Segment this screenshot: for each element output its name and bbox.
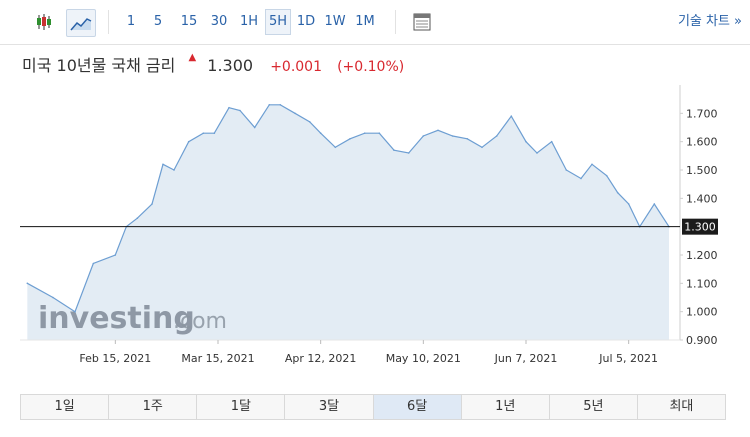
y-tick-label: 1.500 bbox=[686, 164, 718, 177]
instrument-title: 미국 10년물 국채 금리 bbox=[22, 56, 176, 75]
interval-button-1[interactable]: 1 bbox=[126, 14, 136, 29]
interval-button-5h[interactable]: 5H bbox=[265, 9, 291, 35]
data-point bbox=[228, 106, 230, 109]
range-button-2[interactable]: 1달 bbox=[197, 395, 286, 419]
data-point bbox=[202, 132, 205, 134]
range-button-0[interactable]: 1일 bbox=[21, 395, 110, 419]
data-point bbox=[268, 104, 271, 106]
data-point bbox=[422, 135, 425, 137]
data-point bbox=[550, 140, 553, 143]
data-table-icon[interactable] bbox=[408, 9, 436, 35]
last-price: 1.300 bbox=[207, 56, 254, 75]
data-point bbox=[308, 121, 311, 123]
data-point bbox=[627, 203, 630, 205]
data-point bbox=[616, 191, 619, 194]
data-point bbox=[173, 169, 175, 171]
toolbar-divider bbox=[108, 10, 109, 34]
chart-svg: investing.com 1.300 1.700 1.600 1.500 1.400… bbox=[20, 85, 718, 365]
y-tick-label: 1.700 bbox=[686, 107, 718, 120]
interval-button-1w[interactable]: 1W bbox=[324, 14, 346, 29]
watermark-suffix: .com bbox=[173, 309, 227, 334]
x-tick-label: May 10, 2021 bbox=[386, 352, 461, 365]
data-point bbox=[363, 132, 366, 134]
data-point bbox=[294, 112, 296, 115]
x-tick-label: Feb 15, 2021 bbox=[79, 352, 151, 365]
price-line bbox=[27, 104, 670, 313]
data-point bbox=[279, 104, 282, 106]
data-point bbox=[187, 140, 190, 143]
data-point bbox=[466, 138, 469, 140]
current-value-box bbox=[682, 218, 718, 235]
range-button-3[interactable]: 3달 bbox=[285, 395, 374, 419]
data-point bbox=[136, 217, 139, 219]
toolbar-divider bbox=[395, 10, 396, 34]
data-point bbox=[349, 138, 351, 140]
data-point bbox=[162, 163, 164, 166]
data-point bbox=[319, 132, 322, 134]
range-button-7[interactable]: 최대 bbox=[637, 395, 725, 419]
area-chart-icon[interactable] bbox=[66, 9, 96, 37]
data-point bbox=[451, 135, 454, 137]
data-point bbox=[510, 115, 513, 117]
interval-button-5[interactable]: 5 bbox=[153, 14, 163, 29]
x-tick-label: Mar 15, 2021 bbox=[181, 352, 254, 365]
time-range-bar: 1일 1주 1달 3달 6달 1년 5년 최대 bbox=[20, 394, 726, 420]
interval-button-1h[interactable]: 1H bbox=[239, 14, 259, 29]
data-point bbox=[52, 296, 54, 299]
data-point bbox=[653, 203, 656, 205]
data-point bbox=[605, 174, 608, 177]
data-point bbox=[74, 310, 76, 313]
current-value-label: 1.300 bbox=[684, 221, 716, 234]
data-point bbox=[481, 146, 483, 149]
price-change: +0.001 bbox=[270, 59, 322, 75]
x-tick-label: Jul 5, 2021 bbox=[598, 352, 658, 365]
chart-toolbar: 1 5 15 30 1H 5H 1D 1W 1M 기술 차트 » bbox=[0, 0, 750, 45]
data-point bbox=[334, 146, 337, 149]
instrument-header: 미국 10년물 국채 금리 ▲ 1.300 +0.001 (+0.10%) bbox=[22, 52, 405, 75]
interval-button-15[interactable]: 15 bbox=[180, 14, 198, 29]
interval-button-1d[interactable]: 1D bbox=[296, 14, 316, 29]
data-point bbox=[525, 140, 527, 143]
data-point bbox=[26, 282, 29, 285]
data-point bbox=[114, 254, 117, 256]
y-tick-label: 1.000 bbox=[686, 306, 718, 319]
candlestick-chart-icon[interactable] bbox=[30, 9, 58, 35]
interval-button-1m[interactable]: 1M bbox=[355, 14, 375, 29]
y-tick-label: 0.900 bbox=[686, 334, 718, 347]
x-tick-label: Apr 12, 2021 bbox=[285, 352, 357, 365]
price-chart[interactable]: investing .com 1.300 1.700 1.600 1.500 1.400… bbox=[20, 83, 720, 373]
data-point bbox=[378, 132, 381, 134]
data-point bbox=[393, 149, 395, 151]
technical-chart-link[interactable]: 기술 차트 » bbox=[677, 14, 742, 29]
data-point bbox=[213, 132, 216, 134]
x-tick-label: Jun 7, 2021 bbox=[494, 352, 558, 365]
data-point bbox=[580, 177, 582, 180]
price-change-percent: (+0.10%) bbox=[337, 59, 405, 75]
range-button-6[interactable]: 5년 bbox=[549, 395, 638, 419]
data-point bbox=[536, 152, 538, 154]
watermark-brand: investing bbox=[38, 301, 195, 336]
up-arrow-icon: ▲ bbox=[188, 52, 197, 63]
y-tick-label: 1.600 bbox=[686, 136, 718, 149]
data-point bbox=[495, 135, 498, 137]
data-point bbox=[407, 152, 410, 154]
y-tick-label: 1.100 bbox=[686, 277, 718, 290]
data-point bbox=[591, 163, 593, 166]
range-button-5[interactable]: 1년 bbox=[461, 395, 550, 419]
range-button-4[interactable]: 6달 bbox=[373, 395, 462, 419]
data-point bbox=[253, 126, 256, 129]
y-tick-label: 1.400 bbox=[686, 192, 718, 205]
interval-button-30[interactable]: 30 bbox=[210, 14, 228, 29]
range-button-1[interactable]: 1주 bbox=[109, 395, 198, 419]
data-point bbox=[565, 169, 568, 171]
data-point bbox=[239, 109, 241, 112]
y-tick-label: 1.200 bbox=[686, 249, 718, 262]
data-point bbox=[437, 129, 439, 132]
data-point bbox=[151, 203, 153, 205]
data-point bbox=[92, 262, 95, 265]
area-fill bbox=[27, 104, 670, 340]
